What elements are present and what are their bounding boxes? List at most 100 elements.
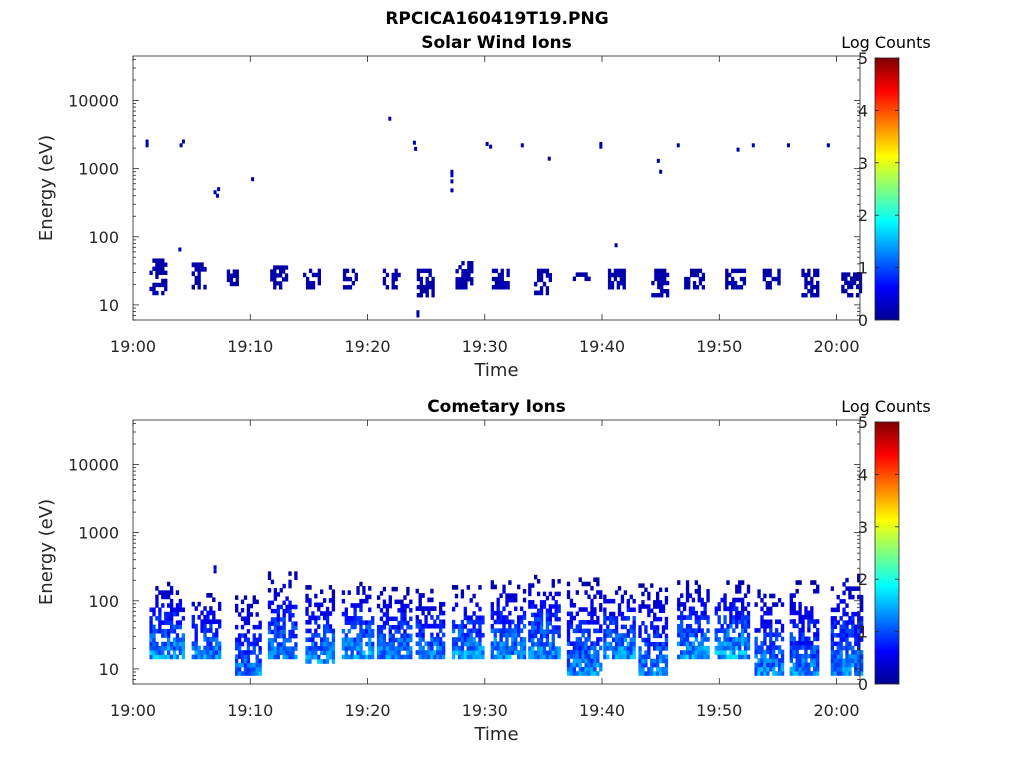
heatmap-cell [554, 650, 558, 656]
heatmap-cell [305, 646, 309, 651]
heatmap-cell [789, 593, 793, 598]
heatmap-cell [723, 645, 727, 651]
heatmap-cell [557, 579, 561, 584]
heatmap-cell [460, 654, 465, 660]
heatmap-cell [243, 616, 248, 621]
heatmap-cell [682, 628, 687, 633]
heatmap-cell [606, 641, 610, 647]
heatmap-cell [161, 262, 165, 267]
heatmap-cell [725, 272, 729, 278]
heatmap-cell [587, 662, 591, 668]
heatmap-cell [603, 616, 607, 621]
heatmap-cell [842, 637, 846, 642]
heatmap-cell [728, 272, 732, 278]
heatmap-cell [653, 612, 657, 618]
heatmap-cell [765, 272, 769, 278]
heatmap-cell [433, 623, 437, 629]
y-tick-label: 1000 [78, 524, 119, 543]
heatmap-cell [424, 650, 428, 655]
heatmap-cell [427, 623, 431, 629]
heatmap-cell [317, 646, 321, 651]
heatmap-cell [622, 276, 626, 282]
heatmap-cell [554, 654, 558, 660]
heatmap-cell [813, 671, 817, 676]
x-tick-label: 19:00 [110, 701, 156, 720]
heatmap-cell [798, 662, 802, 668]
heatmap-cell [496, 645, 500, 651]
heatmap-cell [149, 650, 153, 655]
heatmap-cell [531, 646, 535, 651]
heatmap-cell [754, 662, 758, 668]
heatmap-point [414, 146, 418, 151]
heatmap-cell [237, 671, 242, 676]
heatmap-cell [169, 603, 174, 608]
heatmap-cell [371, 641, 375, 647]
heatmap-cell [746, 615, 751, 620]
heatmap-cell [291, 633, 295, 639]
heatmap-cell [469, 654, 473, 660]
heatmap-cell [273, 273, 277, 278]
heatmap-cell [596, 637, 600, 642]
heatmap-cell [810, 610, 814, 616]
heatmap-cell [155, 598, 159, 604]
heatmap-cell [194, 636, 198, 642]
heatmap-cell [325, 646, 330, 651]
x-tick-label: 20:00 [813, 701, 859, 720]
heatmap-cell [613, 268, 618, 274]
heatmap-cell [551, 612, 555, 618]
heatmap-cell [203, 623, 207, 629]
heatmap-cell [161, 278, 165, 284]
heatmap-cell [619, 268, 623, 274]
heatmap-cell [807, 671, 811, 676]
heatmap-cell [273, 650, 278, 656]
heatmap-cell [169, 590, 174, 595]
heatmap-cell [841, 272, 845, 277]
heatmap-cell [235, 269, 239, 274]
heatmap-cell [735, 615, 739, 620]
heatmap-cell [740, 597, 745, 603]
heatmap-cell [536, 290, 541, 296]
heatmap-cell [161, 282, 165, 288]
heatmap-cell [740, 610, 745, 616]
heatmap-cell [740, 619, 745, 625]
heatmap-cell [356, 646, 360, 651]
heatmap-cell [616, 280, 621, 286]
heatmap-cell [235, 624, 239, 630]
heatmap-cell [804, 645, 808, 650]
heatmap-cell [682, 632, 687, 638]
heatmap-cell [792, 636, 796, 642]
heatmap-cell [738, 597, 742, 603]
heatmap-cell [365, 641, 369, 647]
heatmap-cell [397, 629, 401, 634]
heatmap-cell [152, 607, 156, 613]
heatmap-cell [772, 602, 776, 607]
heatmap-cell [519, 654, 524, 660]
heatmap-cell [607, 280, 612, 286]
heatmap-cell [813, 293, 817, 298]
heatmap-cell [276, 613, 280, 618]
heatmap-cell [427, 610, 431, 616]
heatmap-cell [587, 611, 591, 617]
heatmap-cell [590, 658, 594, 663]
heatmap-cell [801, 640, 805, 646]
heatmap-cell [735, 584, 739, 590]
heatmap-cell [281, 265, 286, 270]
heatmap-cell [551, 646, 555, 651]
heatmap-cell [614, 624, 619, 630]
heatmap-cell [246, 629, 251, 634]
heatmap-cell [463, 611, 467, 616]
heatmap-cell [836, 607, 840, 613]
heatmap-cell [650, 662, 654, 668]
heatmap-cell [531, 612, 535, 618]
heatmap-cell [197, 280, 201, 286]
heatmap-cell [619, 276, 623, 282]
heatmap-cell [493, 641, 497, 647]
heatmap-cell [539, 633, 544, 639]
heatmap-cell [763, 662, 767, 668]
heatmap-cell [421, 637, 425, 642]
heatmap-cell [620, 598, 625, 604]
heatmap-cell [376, 595, 381, 600]
heatmap-cell [273, 654, 278, 660]
heatmap-cell [685, 623, 690, 629]
heatmap-cell [833, 633, 837, 638]
